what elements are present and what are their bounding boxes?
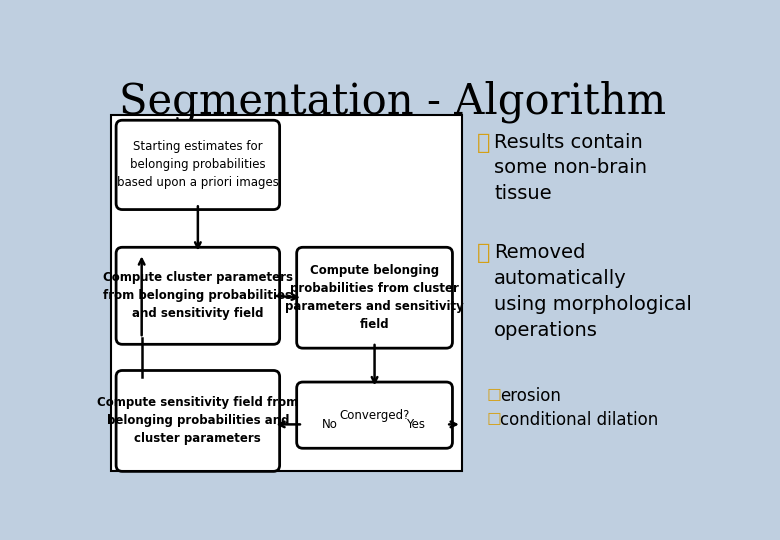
- FancyBboxPatch shape: [116, 370, 279, 471]
- FancyBboxPatch shape: [116, 247, 279, 345]
- FancyBboxPatch shape: [116, 120, 279, 210]
- Text: ⎈: ⎈: [477, 132, 491, 153]
- FancyBboxPatch shape: [296, 382, 452, 448]
- Text: Segmentation - Algorithm: Segmentation - Algorithm: [119, 80, 666, 123]
- Text: conditional dilation: conditional dilation: [501, 411, 659, 429]
- Text: Converged?: Converged?: [339, 409, 410, 422]
- FancyBboxPatch shape: [296, 247, 452, 348]
- Text: No: No: [322, 418, 338, 431]
- Text: Starting estimates for
belonging probabilities
based upon a priori images: Starting estimates for belonging probabi…: [117, 140, 278, 190]
- Text: Results contain
some non-brain
tissue: Results contain some non-brain tissue: [495, 132, 647, 203]
- Text: ☐: ☐: [487, 387, 502, 404]
- Text: ⎈: ⎈: [477, 244, 491, 264]
- Text: Yes: Yes: [406, 418, 425, 431]
- Text: ☐: ☐: [487, 411, 502, 429]
- Text: Compute belonging
probabilities from cluster
parameters and sensitivity
field: Compute belonging probabilities from clu…: [285, 264, 464, 331]
- FancyBboxPatch shape: [112, 115, 462, 470]
- Text: Removed
automatically
using morphological
operations: Removed automatically using morphologica…: [495, 244, 692, 340]
- Text: erosion: erosion: [501, 387, 562, 404]
- Text: Compute cluster parameters
from belonging probabilities
and sensitivity field: Compute cluster parameters from belongin…: [103, 271, 292, 320]
- Text: Compute sensitivity field from
belonging probabilities and
cluster parameters: Compute sensitivity field from belonging…: [98, 396, 299, 446]
